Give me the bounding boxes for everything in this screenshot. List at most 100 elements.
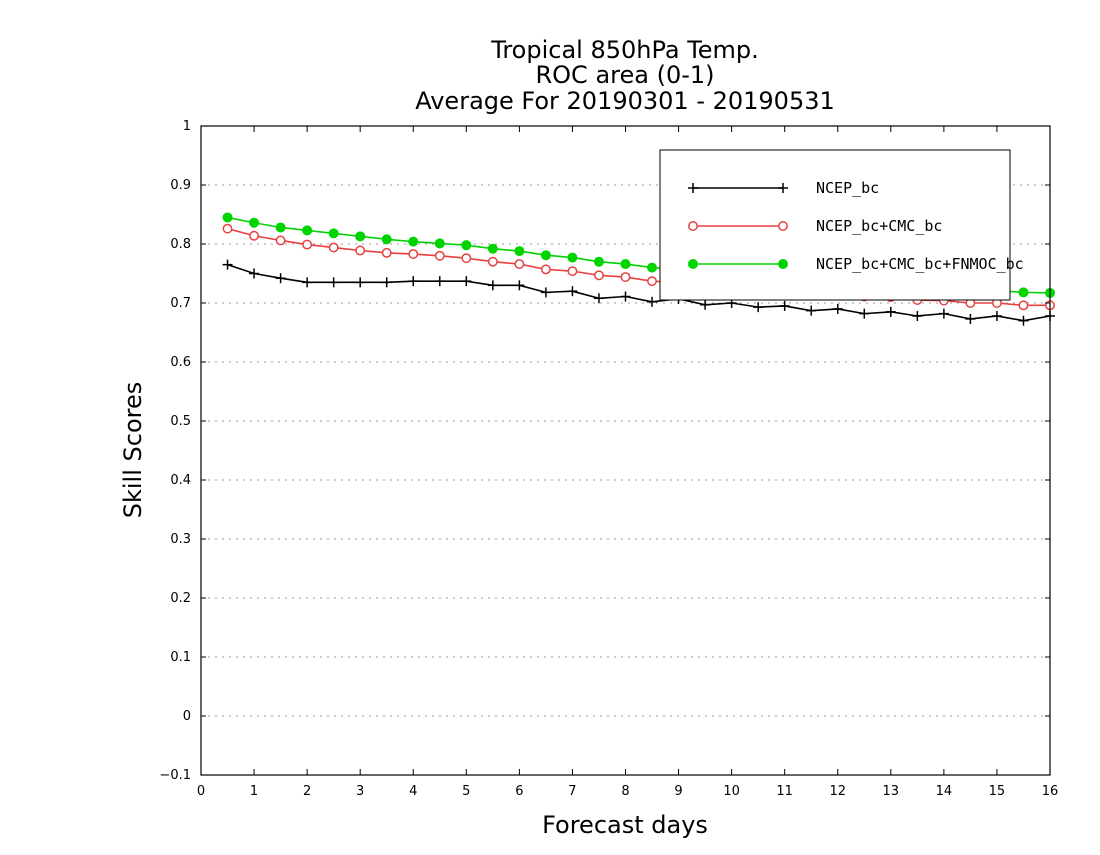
legend-label: NCEP_bc	[816, 179, 879, 197]
data-point	[832, 303, 843, 314]
legend-item: NCEP_bc+CMC_bc+FNMOC_bc	[688, 255, 1024, 273]
data-point	[540, 250, 551, 261]
data-point	[434, 238, 445, 249]
data-point	[991, 310, 1002, 321]
x-tick-label: 0	[197, 784, 205, 799]
data-point	[593, 293, 604, 304]
data-point	[408, 236, 419, 247]
data-point	[620, 272, 631, 282]
plot-frame	[200, 125, 1051, 776]
legend-marker-end	[778, 183, 788, 193]
legend-marker-end	[778, 221, 788, 231]
data-point	[567, 252, 578, 263]
y-tick-label: 0.8	[170, 237, 191, 252]
data-point	[938, 308, 949, 319]
x-tick-label: 12	[829, 784, 846, 799]
data-point	[567, 286, 578, 297]
data-point	[1018, 300, 1029, 311]
x-tick-label: 6	[515, 784, 523, 799]
data-point	[487, 280, 498, 291]
data-point	[540, 264, 551, 275]
data-point	[275, 273, 286, 284]
data-point	[1018, 287, 1029, 298]
data-point	[302, 239, 313, 250]
data-point	[594, 270, 604, 281]
data-point	[328, 242, 339, 253]
data-point	[912, 310, 923, 321]
data-point	[620, 291, 631, 302]
x-tick-label: 9	[674, 784, 682, 799]
y-tick-label: 0.7	[170, 296, 191, 311]
legend-item: NCEP_bc	[688, 179, 879, 197]
data-point	[249, 230, 260, 241]
data-point	[249, 217, 260, 228]
data-point	[647, 262, 658, 273]
legend-marker-end	[778, 259, 788, 269]
x-tick-label: 13	[883, 784, 900, 799]
x-tick-label: 4	[409, 784, 417, 799]
data-point	[593, 256, 604, 267]
x-tick-label: 5	[462, 784, 470, 799]
data-point	[249, 268, 260, 279]
y-tick-label: 0.1	[170, 650, 191, 665]
data-point	[381, 234, 392, 245]
legend-item: NCEP_bc+CMC_bc	[688, 217, 942, 235]
data-point	[487, 256, 498, 267]
legend-marker-start	[688, 259, 698, 269]
legend-box	[659, 149, 1011, 301]
data-point	[408, 249, 419, 259]
data-point	[461, 253, 472, 264]
title-layer: Tropical 850hPa Temp. ROC area (0-1) Ave…	[415, 36, 835, 115]
data-point	[540, 287, 551, 298]
data-point	[434, 250, 445, 261]
x-tick-label: 2	[303, 784, 311, 799]
grid-layer	[201, 184, 1050, 717]
data-point	[222, 212, 233, 223]
data-point	[859, 308, 870, 319]
data-point	[434, 276, 445, 287]
data-point	[487, 243, 498, 254]
chart-title-line-1: Tropical 850hPa Temp.	[490, 36, 759, 64]
y-tick-label: 1	[183, 119, 191, 134]
x-tick-label: 15	[989, 784, 1006, 799]
y-axis-title: Skill Scores	[119, 382, 147, 519]
data-point	[647, 276, 657, 287]
data-point	[381, 277, 392, 288]
data-point	[461, 276, 472, 287]
chart-title-line-3: Average For 20190301 - 20190531	[415, 87, 835, 115]
legend-label: NCEP_bc+CMC_bc	[816, 217, 942, 235]
data-point	[408, 276, 419, 287]
data-point	[381, 247, 392, 258]
x-tick-label: 1	[250, 784, 258, 799]
data-point	[514, 280, 525, 291]
x-tick-label: 3	[356, 784, 364, 799]
y-tick-label: 0.9	[170, 178, 191, 193]
data-point	[965, 313, 976, 324]
data-point	[328, 277, 339, 288]
data-point	[567, 266, 578, 277]
data-point	[302, 225, 313, 236]
data-point	[514, 246, 525, 257]
y-tick-label: 0.4	[170, 473, 191, 488]
data-point	[461, 240, 472, 251]
data-point	[753, 302, 764, 313]
data-point	[328, 228, 339, 239]
legend: NCEP_bc NCEP_bc+CMC_bc NCEP_bc+CMC_bc+FNMO…	[659, 149, 1024, 301]
legend-marker-start	[688, 221, 698, 231]
data-point	[355, 277, 366, 288]
x-axis-title: Forecast days	[542, 811, 708, 839]
data-point	[885, 306, 896, 317]
data-point	[355, 231, 366, 242]
x-tick-label: 14	[936, 784, 953, 799]
y-tick-label: 0	[183, 709, 191, 724]
y-tick-label: 0.3	[170, 532, 191, 547]
y-tick-label: −0.1	[159, 768, 191, 783]
data-point	[647, 296, 658, 307]
data-point	[620, 259, 631, 270]
legend-label: NCEP_bc+CMC_bc+FNMOC_bc	[816, 255, 1024, 273]
x-tick-label: 8	[621, 784, 629, 799]
x-tick-label: 10	[723, 784, 740, 799]
series-0	[222, 259, 1055, 326]
x-tick-label: 7	[568, 784, 576, 799]
